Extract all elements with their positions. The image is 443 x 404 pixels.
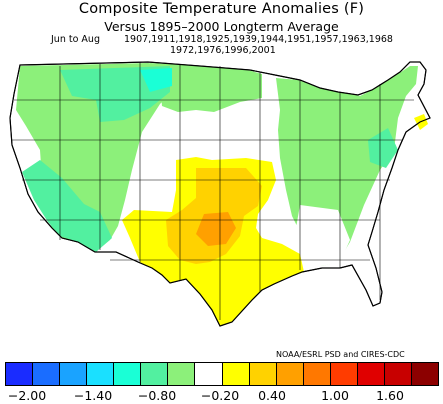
colorbar-swatch — [249, 363, 277, 385]
colorbar-swatch — [87, 363, 115, 385]
colorbar-swatch — [330, 363, 358, 385]
colorbar-tick-label: 0.40 — [258, 388, 286, 403]
us-climate-division-map — [9, 61, 431, 327]
colorbar-tick-label: −0.20 — [200, 388, 240, 403]
colorbar-swatch — [411, 363, 438, 385]
colorbar-swatch — [384, 363, 412, 385]
colorbar-swatch — [276, 363, 304, 385]
colorbar-tick-label: −0.80 — [137, 388, 177, 403]
colorbar-swatch — [195, 363, 223, 385]
composite-years-line-1: 1907,1911,1918,1925,1939,1944,1951,1957,… — [124, 34, 393, 45]
colorbar-swatch — [222, 363, 250, 385]
division-boundaries — [12, 62, 414, 320]
colorbar-swatch — [357, 363, 385, 385]
anomaly-region-montana-teal — [60, 66, 170, 122]
colorbar-swatch — [60, 363, 88, 385]
map-title: Composite Temperature Anomalies (F) — [78, 1, 365, 17]
colorbar-tick-label: −2.00 — [7, 388, 47, 403]
colorbar-swatch — [33, 363, 61, 385]
colorbar-swatch — [303, 363, 331, 385]
composite-years-line-2: 1972,1976,1996,2001 — [170, 45, 276, 56]
anomaly-region-oklahoma-orange — [196, 212, 236, 246]
colorbar-tick-label: −1.40 — [73, 388, 113, 403]
colorbar-tick-label: 1.60 — [376, 388, 404, 403]
anomaly-region-montana-cyan — [140, 68, 172, 92]
anomaly-colorbar — [5, 362, 439, 386]
colorbar-swatch — [114, 363, 142, 385]
colorbar-tick-label: 1.00 — [321, 388, 349, 403]
data-credit: NOAA/ESRL PSD and CIRES-CDC — [276, 350, 405, 359]
anomaly-region-northeast-teal — [368, 128, 398, 168]
colorbar-swatch — [6, 363, 34, 385]
season-label: Jun to Aug — [51, 34, 100, 45]
colorbar-swatch — [168, 363, 196, 385]
anomaly-region-southwest-teal — [22, 160, 112, 252]
colorbar-swatch — [141, 363, 169, 385]
map-subtitle: Versus 1895–2000 Longterm Average — [104, 19, 339, 34]
